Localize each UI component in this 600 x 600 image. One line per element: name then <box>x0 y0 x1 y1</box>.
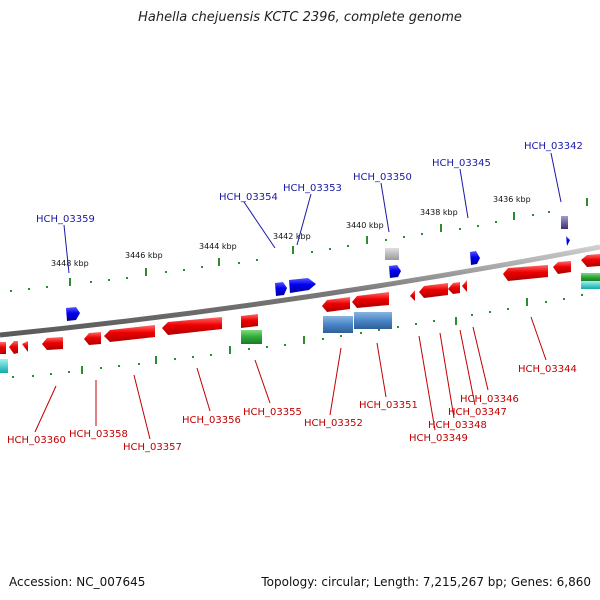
gene-arrow-hch-03346[interactable] <box>462 280 467 292</box>
genome-summary-text: Topology: circular; Length: 7,215,267 bp… <box>261 575 591 589</box>
steelblue-feature-2[interactable] <box>354 312 392 329</box>
gene-arrow-edge-4[interactable] <box>553 261 571 274</box>
map-title: Hahella chejuensis KCTC 2396, complete g… <box>138 10 462 25</box>
gene-label-hch-03344[interactable]: HCH_03344 <box>518 364 577 375</box>
scale-label-3448: 3448 kbp <box>51 259 89 268</box>
gene-arrow-hch-03347[interactable] <box>448 282 460 294</box>
gene-arrow-hch-03349[interactable] <box>410 290 415 301</box>
green-feature-edge[interactable] <box>581 273 600 281</box>
gene-arrow-hch-03357[interactable] <box>104 325 155 342</box>
gene-label-hch-03359[interactable]: HCH_03359 <box>36 214 95 225</box>
scale-label-3436: 3436 kbp <box>493 195 531 204</box>
grey-feature[interactable] <box>385 248 399 260</box>
gene-label-hch-03342[interactable]: HCH_03342 <box>524 141 583 152</box>
gene-arrow-hch-03354[interactable] <box>275 282 287 296</box>
forward-gene-arrows <box>66 216 570 321</box>
gene-label-hch-03358[interactable]: HCH_03358 <box>69 429 128 440</box>
gene-label-hch-03346[interactable]: HCH_03346 <box>460 394 519 405</box>
gene-label-hch-03352[interactable]: HCH_03352 <box>304 418 363 429</box>
gene-label-hch-03350[interactable]: HCH_03350 <box>353 172 412 183</box>
gene-arrow-hch-03352[interactable] <box>322 297 350 312</box>
gene-label-hch-03349[interactable]: HCH_03349 <box>409 433 468 444</box>
gene-arrow-hch-03356[interactable] <box>162 317 222 335</box>
scale-label-3444: 3444 kbp <box>199 242 237 251</box>
gene-arrow-hch-03348[interactable] <box>419 283 448 298</box>
gene-arrow-hch-03342[interactable] <box>566 236 570 246</box>
gene-arrow-hch-03360[interactable] <box>42 337 63 350</box>
gene-label-hch-03354[interactable]: HCH_03354 <box>219 192 278 203</box>
gene-arrow-hch-03344[interactable] <box>503 265 548 281</box>
scale-label-3438: 3438 kbp <box>420 208 458 217</box>
gene-label-hch-03360[interactable]: HCH_03360 <box>7 435 66 446</box>
gene-arrow-hch-03345[interactable] <box>470 251 480 265</box>
green-feature[interactable] <box>241 330 262 344</box>
gene-arrow-edge-5[interactable] <box>581 254 600 267</box>
reverse-tick-track <box>12 294 583 378</box>
gene-label-hch-03357[interactable]: HCH_03357 <box>123 442 182 453</box>
reverse-gene-arrows <box>0 254 600 373</box>
gene-label-hch-03355[interactable]: HCH_03355 <box>243 407 302 418</box>
gene-arrow-edge-3[interactable] <box>22 341 28 352</box>
gene-arrow-edge-1[interactable] <box>0 342 6 354</box>
gene-label-hch-03345[interactable]: HCH_03345 <box>432 158 491 169</box>
cyan-feature-left-edge[interactable] <box>0 359 8 373</box>
gene-arrow-hch-03353[interactable] <box>289 278 316 293</box>
genome-backbone <box>0 244 600 338</box>
gene-label-hch-03351[interactable]: HCH_03351 <box>359 400 418 411</box>
gene-arrow-hch-03358[interactable] <box>84 332 101 345</box>
gene-arrow-edge-2[interactable] <box>9 341 18 354</box>
gene-label-hch-03356[interactable]: HCH_03356 <box>182 415 241 426</box>
purple-feature[interactable] <box>561 216 568 229</box>
scale-label-3440: 3440 kbp <box>346 221 384 230</box>
gene-label-hch-03353[interactable]: HCH_03353 <box>283 183 342 194</box>
gene-label-hch-03347[interactable]: HCH_03347 <box>448 407 507 418</box>
forward-leader-lines <box>63 152 562 274</box>
gene-arrow-hch-03350[interactable] <box>389 265 401 278</box>
steelblue-feature-1[interactable] <box>323 316 353 333</box>
scale-label-3446: 3446 kbp <box>125 251 163 260</box>
gene-arrow-hch-03355[interactable] <box>241 314 258 328</box>
accession-text: Accession: NC_007645 <box>9 575 146 589</box>
gene-label-hch-03348[interactable]: HCH_03348 <box>428 420 487 431</box>
forward-tick-track <box>10 198 588 292</box>
scale-label-3442: 3442 kbp <box>273 232 311 241</box>
gene-arrow-hch-03351[interactable] <box>352 292 389 308</box>
reverse-leader-lines <box>34 316 547 440</box>
gene-arrow-hch-03359[interactable] <box>66 307 80 321</box>
cyan-feature-edge[interactable] <box>581 281 600 289</box>
